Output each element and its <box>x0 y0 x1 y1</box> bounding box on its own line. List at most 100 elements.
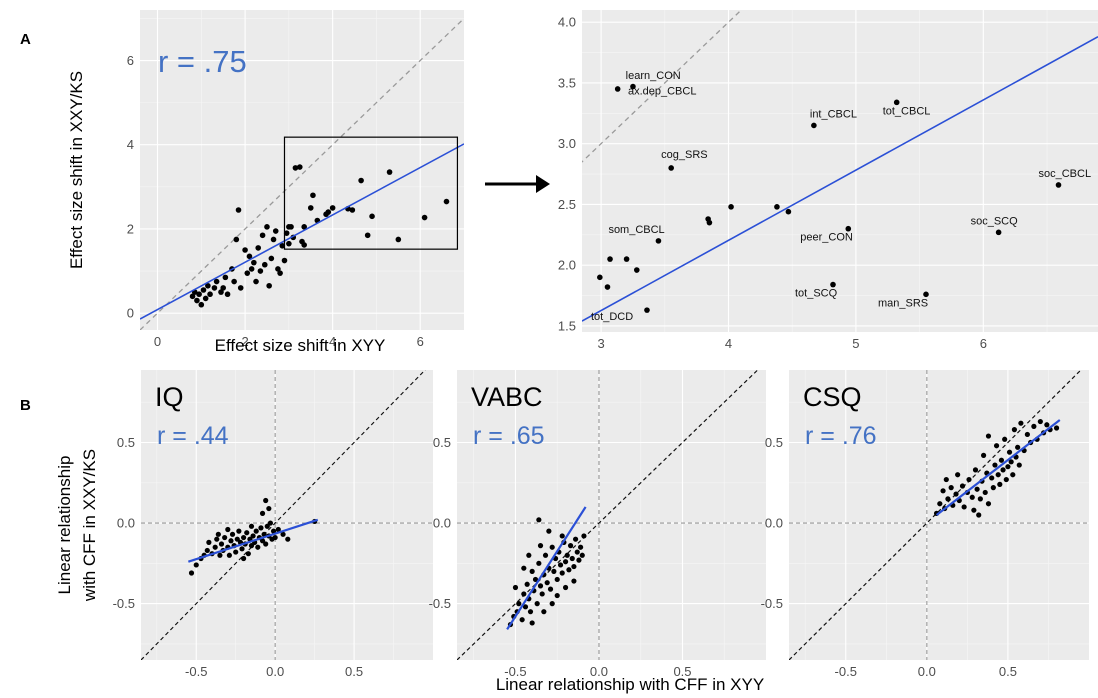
data-point <box>567 543 574 549</box>
data-point <box>526 552 532 558</box>
plot-panel <box>457 370 766 660</box>
point-label: tot_DCD <box>591 311 633 323</box>
data-point <box>266 505 272 512</box>
point-label: int_CBCL <box>810 108 857 120</box>
chart-b-vabc: -0.5 0.0 0.5 -0.5 0.0 0.5 r = .65 VABC <box>429 370 766 679</box>
data-point <box>297 164 303 170</box>
data-point <box>572 536 579 542</box>
panel-letter-a: A <box>20 31 31 48</box>
data-point <box>307 205 314 211</box>
data-point <box>992 462 998 468</box>
data-point <box>516 601 522 607</box>
y-tick-label: 0 <box>127 306 134 321</box>
y-tick-label: -0.5 <box>429 596 451 611</box>
data-point <box>188 570 195 576</box>
panel-letter-b: B <box>20 397 31 414</box>
data-point <box>966 476 972 483</box>
data-point <box>997 481 1003 487</box>
b-ylabel-line1: Linear relationship <box>55 456 74 595</box>
plot-panel <box>140 10 464 330</box>
data-point <box>527 609 534 615</box>
data-point <box>559 533 565 539</box>
data-point <box>706 219 713 226</box>
data-point <box>633 267 640 273</box>
data-point <box>272 228 279 234</box>
data-point <box>225 526 231 533</box>
x-tick-label: 0 <box>154 334 161 349</box>
data-point <box>521 591 527 597</box>
data-point <box>998 457 1005 463</box>
point-label: cog_SRS <box>661 149 707 161</box>
b-xlabel: Linear relationship with CFF in XYY <box>496 675 764 694</box>
data-point <box>564 552 570 558</box>
plot-area <box>582 10 1098 322</box>
subplot-title: VABC <box>471 382 543 412</box>
data-point <box>202 295 209 302</box>
fit-line <box>140 143 464 320</box>
data-point <box>512 584 519 591</box>
data-point <box>969 494 975 500</box>
data-point <box>845 225 852 232</box>
data-point <box>623 256 630 262</box>
fit-line <box>188 518 319 563</box>
data-point <box>235 207 242 213</box>
data-point <box>728 204 734 210</box>
data-point <box>534 601 540 607</box>
data-point <box>579 552 585 558</box>
data-point <box>224 291 231 298</box>
data-point <box>279 242 286 249</box>
data-point <box>218 289 224 295</box>
data-point <box>574 549 580 555</box>
data-point <box>194 297 200 304</box>
data-point <box>369 213 375 220</box>
data-point <box>196 291 202 298</box>
data-point <box>275 526 281 533</box>
data-point <box>977 496 983 502</box>
data-point <box>248 523 255 529</box>
data-point <box>206 539 212 545</box>
y-tick-label: 2.5 <box>558 197 576 212</box>
data-point <box>272 534 278 541</box>
data-point <box>985 433 992 439</box>
data-point <box>971 507 977 513</box>
data-point <box>607 256 613 262</box>
data-point <box>668 165 674 171</box>
data-point <box>421 214 428 221</box>
y-tick-label: 4.0 <box>558 15 576 30</box>
data-point <box>1055 182 1062 188</box>
data-point <box>240 534 247 541</box>
y-tick-label: 3.0 <box>558 136 576 151</box>
data-point <box>204 547 210 554</box>
data-point <box>945 496 951 502</box>
data-point <box>811 122 817 129</box>
data-point <box>301 224 307 230</box>
data-point <box>557 562 564 568</box>
x-tick-label: -0.5 <box>504 664 526 679</box>
data-point <box>522 604 529 610</box>
point-label: soc_CBCL <box>1039 168 1092 180</box>
data-point <box>982 489 988 496</box>
data-point <box>542 552 549 558</box>
data-point <box>264 523 270 529</box>
point-label: peer_CON <box>800 232 853 244</box>
x-tick-label: 5 <box>852 336 859 351</box>
data-point <box>257 268 264 274</box>
plot-area <box>141 370 433 660</box>
y-tick-label: 0.5 <box>117 435 135 450</box>
data-point <box>559 570 565 576</box>
x-tick-label: 0.5 <box>345 664 363 679</box>
data-point <box>226 552 232 558</box>
x-tick-label: -0.5 <box>185 664 207 679</box>
data-point <box>578 544 584 550</box>
x-tick-label: 2 <box>241 334 248 349</box>
data-point <box>301 242 307 248</box>
data-point <box>953 491 959 497</box>
data-point <box>239 546 245 552</box>
data-point <box>255 245 262 251</box>
data-point <box>893 99 900 106</box>
data-point <box>562 584 569 591</box>
data-point <box>248 543 255 549</box>
data-point <box>571 563 577 570</box>
y-tick-label: -0.5 <box>761 596 783 611</box>
